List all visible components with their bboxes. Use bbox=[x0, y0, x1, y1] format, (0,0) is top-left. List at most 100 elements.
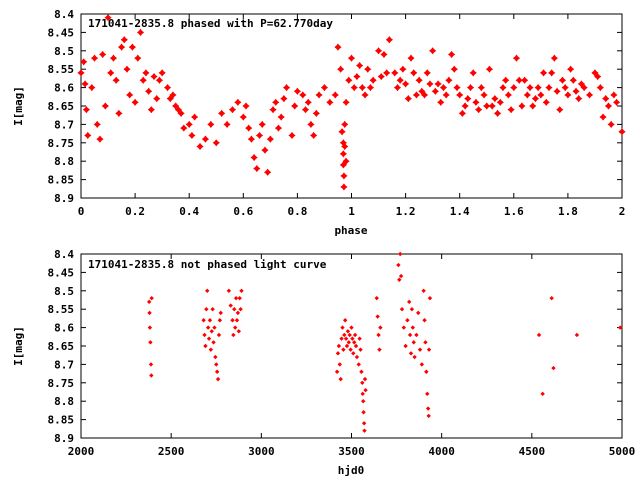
data-point bbox=[472, 98, 480, 106]
data-point bbox=[574, 332, 580, 338]
data-points bbox=[146, 251, 623, 433]
y-tick-label: 8.4 bbox=[54, 248, 74, 261]
chart-title: 171041-2835.8 phased with P=62.770day bbox=[88, 17, 333, 30]
y-tick-label: 8.65 bbox=[48, 100, 75, 113]
data-point bbox=[447, 50, 456, 59]
data-point bbox=[385, 36, 393, 44]
data-point bbox=[280, 95, 288, 103]
x-axis: 0 0.2 0.4 0.6 0.8 1 1.2 1.4 1.6 1.8 2 bbox=[78, 14, 625, 218]
data-point bbox=[515, 76, 523, 84]
data-point bbox=[617, 325, 623, 330]
data-point bbox=[334, 369, 340, 374]
data-point bbox=[234, 98, 242, 106]
data-point bbox=[580, 84, 588, 92]
data-point bbox=[233, 295, 239, 301]
data-point bbox=[531, 95, 540, 103]
data-point bbox=[207, 318, 213, 323]
data-point bbox=[201, 135, 210, 143]
data-point bbox=[361, 399, 366, 404]
data-point bbox=[126, 91, 134, 99]
data-point bbox=[551, 365, 556, 371]
data-point bbox=[146, 299, 152, 305]
data-point bbox=[604, 102, 613, 110]
data-point bbox=[235, 310, 241, 316]
data-point bbox=[352, 332, 358, 338]
data-point bbox=[354, 354, 360, 360]
data-point bbox=[402, 80, 410, 88]
data-point bbox=[397, 251, 403, 257]
data-point bbox=[534, 84, 542, 92]
data-point bbox=[223, 120, 231, 128]
data-point bbox=[282, 84, 291, 92]
data-point bbox=[177, 109, 185, 117]
data-point bbox=[299, 91, 307, 99]
y-tick-label: 8.45 bbox=[48, 26, 75, 39]
data-point bbox=[363, 387, 368, 393]
data-point bbox=[485, 65, 494, 73]
data-point bbox=[351, 351, 356, 356]
data-point bbox=[320, 84, 329, 92]
data-point bbox=[264, 168, 272, 176]
data-point bbox=[218, 310, 223, 316]
data-point bbox=[169, 91, 177, 99]
data-point bbox=[458, 109, 466, 117]
data-point bbox=[341, 142, 349, 151]
data-point bbox=[340, 172, 348, 180]
y-axis-label: I[mag] bbox=[12, 86, 25, 126]
data-point bbox=[356, 362, 361, 367]
data-point bbox=[242, 102, 250, 110]
data-point bbox=[120, 36, 128, 44]
x-tick-label: 0.6 bbox=[233, 205, 253, 218]
data-point bbox=[419, 362, 425, 367]
data-point bbox=[88, 84, 96, 92]
y-axis: 8.4 8.45 8.5 8.55 8.6 8.65 8.7 8.75 8.8 8.85 8.9 bbox=[48, 248, 622, 445]
data-point bbox=[134, 54, 142, 62]
data-point bbox=[304, 98, 312, 106]
data-point bbox=[396, 76, 404, 84]
data-point bbox=[352, 340, 357, 345]
data-point bbox=[348, 347, 353, 352]
data-point bbox=[153, 95, 161, 103]
x-tick-label: 4000 bbox=[428, 445, 455, 458]
data-point bbox=[558, 76, 567, 84]
data-point bbox=[577, 80, 586, 88]
y-tick-label: 8.75 bbox=[48, 377, 75, 390]
data-point bbox=[253, 164, 261, 173]
data-point bbox=[411, 340, 416, 345]
data-point bbox=[407, 54, 415, 62]
data-point bbox=[205, 288, 210, 293]
data-point bbox=[96, 135, 104, 143]
data-point bbox=[218, 109, 226, 117]
data-point bbox=[380, 50, 388, 59]
data-point bbox=[84, 131, 92, 140]
data-point bbox=[477, 84, 485, 92]
y-tick-label: 8.5 bbox=[54, 285, 74, 298]
data-point bbox=[407, 332, 413, 338]
data-point bbox=[346, 340, 351, 345]
data-point bbox=[410, 325, 416, 330]
x-tick-label: 1.6 bbox=[504, 205, 524, 218]
data-point bbox=[236, 329, 241, 334]
y-tick-label: 8.45 bbox=[48, 266, 75, 279]
y-tick-label: 8.6 bbox=[54, 82, 74, 95]
data-point bbox=[339, 336, 344, 341]
data-point bbox=[361, 410, 366, 415]
data-point bbox=[529, 102, 537, 110]
data-point bbox=[421, 288, 426, 293]
data-point bbox=[196, 142, 204, 151]
data-point bbox=[340, 325, 345, 330]
data-point bbox=[361, 421, 367, 426]
data-point bbox=[426, 347, 432, 352]
data-point bbox=[315, 91, 323, 99]
data-point bbox=[188, 131, 196, 140]
data-point bbox=[575, 95, 583, 103]
data-point bbox=[403, 343, 408, 349]
data-point bbox=[612, 98, 621, 106]
phased-light-curve-panel: 8.4 8.45 8.5 8.55 8.6 8.65 8.7 8.75 8.8 8.85 8.9 0… bbox=[12, 8, 626, 237]
x-tick-label: 0.8 bbox=[287, 205, 307, 218]
data-point bbox=[148, 362, 154, 367]
data-point bbox=[139, 76, 147, 84]
data-point bbox=[255, 131, 264, 140]
data-point bbox=[301, 106, 310, 114]
